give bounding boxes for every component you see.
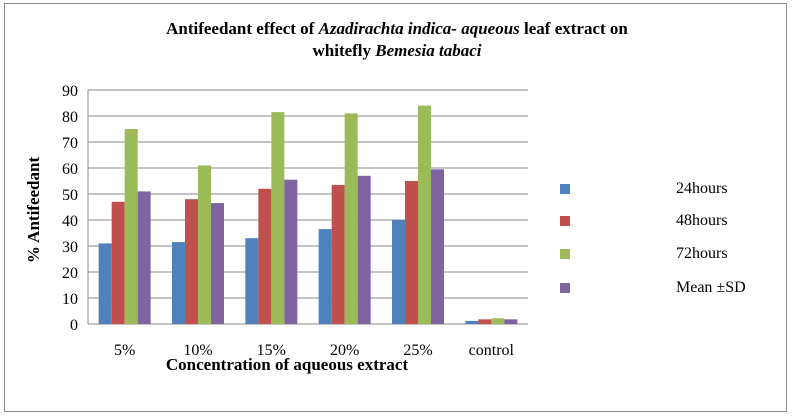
bar [111,201,125,324]
legend-swatch [560,216,570,226]
y-tick-label: 20 [62,265,78,282]
legend-swatch [560,249,570,259]
legend-label: 72hours [676,245,728,262]
title-part: Antifeedant effect of [166,19,319,38]
title-italic-part: Bemesia tabaci [375,41,482,60]
bar [124,129,138,324]
bar [331,184,345,324]
x-tick-label: control [469,342,515,359]
bar [357,175,371,324]
y-tick-label: 30 [62,239,78,256]
bar [185,199,198,324]
bar [405,181,418,324]
x-tick-label: 15% [257,342,286,359]
bar [504,319,518,324]
bar [465,320,479,324]
y-tick-label: 10 [62,291,78,308]
x-axis-label: Concentration of aqueous extract [165,355,409,374]
legend-label: 48hours [676,212,728,229]
bar [271,112,285,324]
bar [392,220,405,324]
bar [431,169,444,324]
x-tick-label: 5% [114,342,135,359]
y-tick-label: 0 [70,317,78,334]
bar [344,113,358,325]
chart-title: Antifeedant effect of Azadirachta indica… [0,18,794,62]
bar [491,318,505,324]
bar [478,319,492,324]
title-italic-part: Azadirachta indica- aqueous [318,19,520,38]
title-part: whitefly [312,41,376,60]
bar [245,238,259,324]
bar [211,203,224,324]
y-tick-label: 90 [62,83,78,100]
title-part: leaf extract on [519,19,628,38]
legend-label: 24hours [676,180,728,197]
bar [198,165,211,324]
y-tick-label: 60 [62,161,78,178]
bar [418,105,431,324]
y-tick-label: 40 [62,213,78,230]
x-tick-label: 10% [183,342,212,359]
bar [98,243,112,324]
bar [172,242,185,324]
bar [284,179,298,324]
y-tick-label: 80 [62,109,78,126]
legend-swatch [560,184,570,194]
legend-swatch [560,283,570,293]
bar [318,229,332,324]
y-tick-label: 70 [62,135,78,152]
legend-label: Mean ±SD [676,279,746,296]
x-tick-label: 25% [403,342,432,359]
bar [258,188,272,324]
y-tick-label: 50 [62,187,78,204]
bar [137,191,151,324]
x-tick-label: 20% [330,342,359,359]
